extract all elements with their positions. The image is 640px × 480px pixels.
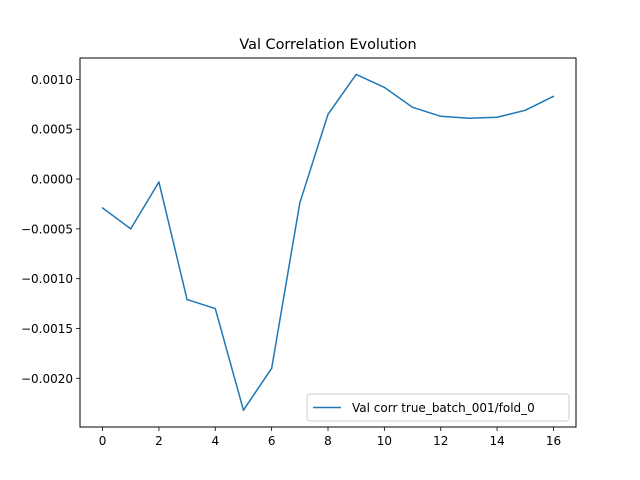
x-tick-label: 10 <box>377 434 392 448</box>
data-point <box>129 228 132 230</box>
y-axis-ticks: 0.0010 0.0005 0.0000 −0.0005 −0.0010 −0.0015 −… <box>21 73 80 386</box>
data-point <box>242 409 245 411</box>
legend-box <box>306 393 570 422</box>
data-point <box>439 115 442 118</box>
chart-title: Val Correlation Evolution <box>239 37 416 53</box>
y-tick-label: −0.0015 <box>21 322 73 336</box>
y-tick-label: 0.0005 <box>31 123 73 137</box>
x-tick-label: 8 <box>324 434 332 448</box>
x-tick-label: 2 <box>155 434 163 448</box>
x-tick-label: 16 <box>546 434 561 448</box>
legend-label: Val corr true_batch_001/fold_0 <box>352 401 535 415</box>
data-point <box>158 181 160 183</box>
y-tick-label: −0.0020 <box>21 372 73 386</box>
data-point <box>552 95 555 98</box>
data-point <box>496 116 498 119</box>
data-point <box>411 106 414 109</box>
data-point <box>524 109 527 112</box>
data-point <box>327 113 329 116</box>
legend: Val corr true_batch_001/fold_0 <box>306 393 570 422</box>
x-tick-label: 6 <box>268 434 276 448</box>
data-point <box>383 86 386 89</box>
data-point <box>299 202 301 204</box>
data-point <box>186 298 188 301</box>
data-point <box>101 207 104 209</box>
x-tick-label: 14 <box>489 434 504 448</box>
x-tick-label: 4 <box>211 434 219 448</box>
data-point <box>355 73 357 76</box>
y-tick-label: −0.0005 <box>21 222 73 236</box>
x-tick-label: 0 <box>99 434 107 448</box>
series-layer <box>101 73 555 411</box>
y-tick-label: 0.0010 <box>31 73 73 87</box>
data-point <box>468 117 470 120</box>
data-point <box>214 307 217 310</box>
y-tick-label: −0.0010 <box>21 272 73 286</box>
plot-frame <box>79 57 577 428</box>
data-point <box>270 367 273 370</box>
x-axis-ticks: 0 2 4 6 8 10 12 14 16 <box>99 427 561 448</box>
y-tick-label: 0.0000 <box>31 173 73 187</box>
x-tick-label: 12 <box>433 434 448 448</box>
